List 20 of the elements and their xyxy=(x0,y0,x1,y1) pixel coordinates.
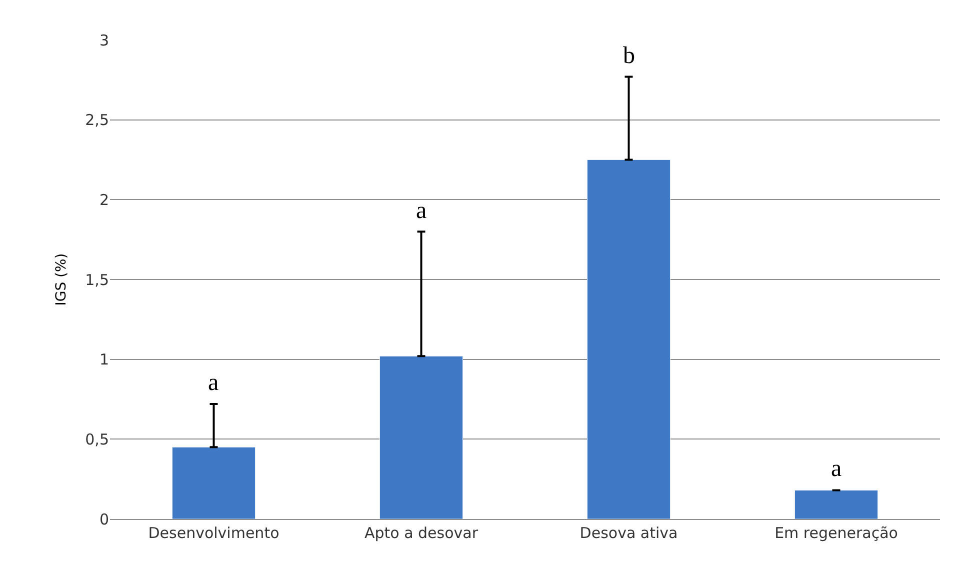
annotation: a xyxy=(208,370,219,396)
bar xyxy=(794,490,878,519)
annotation: a xyxy=(416,198,427,224)
y-tick-label: 1,5 xyxy=(85,270,109,289)
annotation: a xyxy=(831,456,842,482)
x-tick-label: Apto a desovar xyxy=(364,524,479,542)
x-tick-label: Desenvolvimento xyxy=(148,524,280,542)
y-tick-label: 0 xyxy=(99,510,109,528)
y-tick-label: 1 xyxy=(99,350,109,369)
y-axis-title: IGS (%) xyxy=(54,253,70,306)
y-tick-label: 3 xyxy=(99,31,109,50)
bar xyxy=(380,356,463,519)
y-tick-label: 2 xyxy=(99,190,109,209)
bar xyxy=(587,160,670,519)
y-tick-label: 0,5 xyxy=(85,430,109,448)
x-tick-label: Em regeneração xyxy=(774,524,898,542)
y-tick-label: 2,5 xyxy=(85,111,109,130)
annotation: b xyxy=(623,43,635,69)
x-tick-label: Desova ativa xyxy=(580,524,678,542)
bar xyxy=(172,446,256,519)
